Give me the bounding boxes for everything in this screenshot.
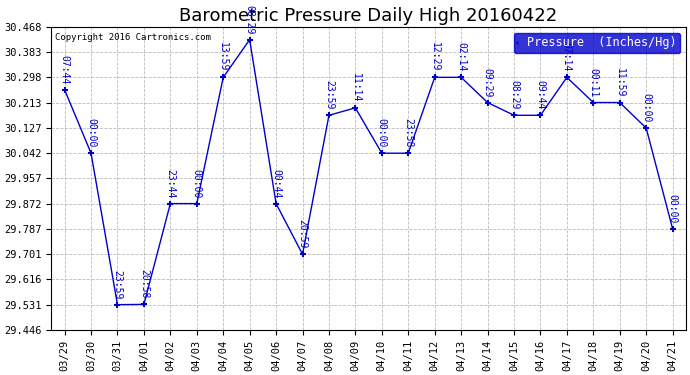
Text: 00:00: 00:00 xyxy=(86,118,96,148)
Text: 20:59: 20:59 xyxy=(297,219,308,249)
Text: 13:59: 13:59 xyxy=(218,42,228,72)
Text: 08:29: 08:29 xyxy=(245,5,255,34)
Text: 11:59: 11:59 xyxy=(615,68,624,97)
Text: 00:00: 00:00 xyxy=(668,194,678,223)
Text: Copyright 2016 Cartronics.com: Copyright 2016 Cartronics.com xyxy=(55,33,210,42)
Text: 09:44: 09:44 xyxy=(535,80,545,110)
Text: 00:00: 00:00 xyxy=(192,169,201,198)
Text: 02:14: 02:14 xyxy=(456,42,466,72)
Text: 20:58: 20:58 xyxy=(139,270,149,299)
Text: 23:59: 23:59 xyxy=(324,80,334,110)
Text: 23:44: 23:44 xyxy=(166,169,175,198)
Text: 08:29: 08:29 xyxy=(509,80,519,110)
Text: 23:58: 23:58 xyxy=(403,118,413,148)
Text: 00:00: 00:00 xyxy=(377,118,387,148)
Text: 07:14: 07:14 xyxy=(562,42,572,72)
Text: 09:29: 09:29 xyxy=(482,68,493,97)
Text: 11:14: 11:14 xyxy=(351,73,360,102)
Text: 23:59: 23:59 xyxy=(112,270,123,299)
Text: 00:44: 00:44 xyxy=(271,169,281,198)
Text: 00:11: 00:11 xyxy=(589,68,598,97)
Text: 00:00: 00:00 xyxy=(641,93,651,123)
Title: Barometric Pressure Daily High 20160422: Barometric Pressure Daily High 20160422 xyxy=(179,8,558,26)
Text: 12:29: 12:29 xyxy=(430,42,440,72)
Legend: Pressure  (Inches/Hg): Pressure (Inches/Hg) xyxy=(514,33,680,53)
Text: 07:44: 07:44 xyxy=(59,55,70,84)
